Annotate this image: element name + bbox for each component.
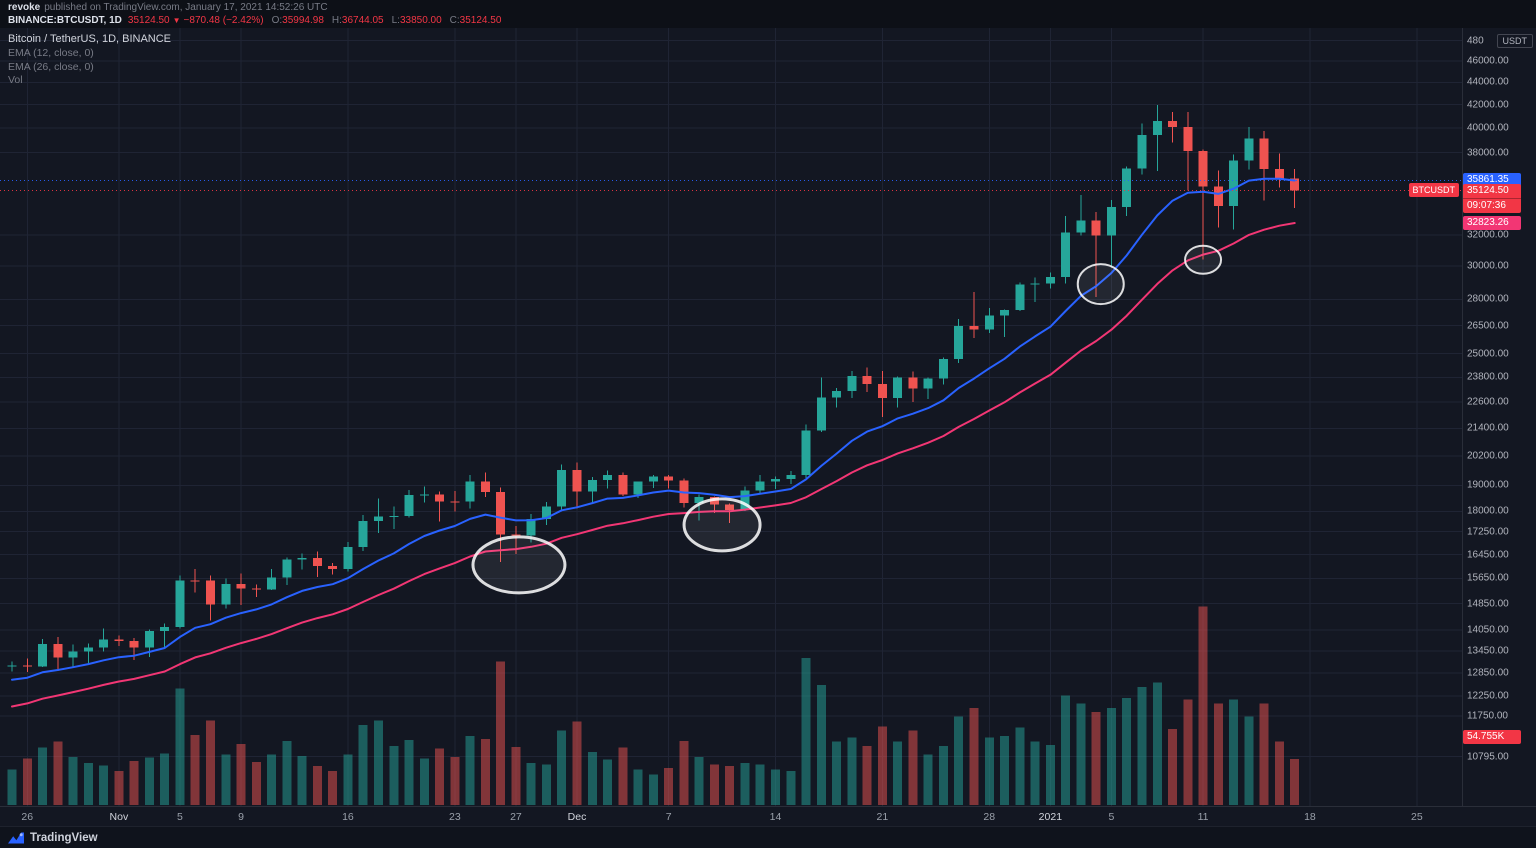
price-axis-border (1462, 28, 1463, 806)
annotation-ellipse (471, 535, 567, 595)
price-tick-label: 17250.00 (1467, 526, 1509, 538)
time-axis-label: 26 (21, 811, 34, 823)
bar-countdown: 09:07:36 (1463, 197, 1521, 213)
price-tick-label: 28000.00 (1467, 293, 1509, 305)
open-value: 35994.98 (282, 14, 324, 26)
price-tick-label: 42000.00 (1467, 99, 1509, 111)
price-tick-label: 40000.00 (1467, 122, 1509, 134)
price-tick-label: 22600.00 (1467, 396, 1509, 408)
annotation-ellipse (1184, 244, 1223, 275)
header-last-price: 35124.50 (127, 14, 170, 26)
symbol-summary: BINANCE:BTCUSDT, 1D 35124.50 ▼ −870.48 (… (8, 15, 1528, 27)
price-tick-label: 11750.00 (1467, 710, 1508, 722)
price-tick-label: 12250.00 (1467, 690, 1509, 702)
time-axis-label: 2021 (1038, 811, 1063, 823)
open-label: O: (271, 14, 283, 26)
time-axis-label: 11 (1197, 811, 1209, 823)
time-axis-label: Dec (567, 811, 587, 823)
price-tick-label: 15650.00 (1467, 572, 1509, 584)
low-value: 33850.00 (399, 14, 442, 26)
annotation-ellipse (1076, 263, 1125, 306)
author-name: revoke (8, 1, 41, 13)
price-tick-label: 19000.00 (1467, 479, 1509, 491)
price-tick-label: 18000.00 (1467, 505, 1509, 517)
publish-header: revoke published on TradingView.com, Janu… (0, 0, 1536, 28)
price-tick-label: 14050.00 (1467, 624, 1509, 636)
publish-meta: published on TradingView.com, January 17… (44, 1, 328, 13)
symbol-name: BINANCE:BTCUSDT, 1D (8, 14, 122, 26)
annotations-layer (471, 244, 1223, 595)
ohlc-close: C:35124.50 (450, 15, 502, 27)
price-tick-label: 23800.00 (1467, 371, 1509, 383)
ohlc-open: O:35994.98 (272, 15, 324, 27)
time-axis-label: 5 (1108, 811, 1115, 823)
time-axis-label: 21 (876, 811, 889, 823)
time-axis-label: 14 (769, 811, 782, 823)
ema12-line (11, 177, 1296, 681)
price-tick-label: 20200.00 (1467, 450, 1509, 462)
time-axis-label: 16 (342, 811, 354, 823)
time-axis-label: 9 (238, 811, 244, 823)
price-tick-label: 25000.00 (1467, 348, 1509, 360)
close-value: 35124.50 (459, 14, 502, 26)
ohlc-low: L:33850.00 (392, 15, 442, 27)
volume-layer (7, 606, 1300, 805)
ohlc-high: H:36744.05 (332, 15, 384, 27)
currency-unit-badge[interactable]: USDT (1496, 33, 1533, 48)
time-axis[interactable]: 26 Nov 5 9 16 23 27 Dec 7 14 21 28 2021 5 11 18 25 (0, 806, 1536, 827)
ema26-line (11, 222, 1296, 708)
close-label: C: (449, 14, 460, 26)
grid-layer (0, 28, 1462, 806)
price-tick-label: 480 (1467, 35, 1484, 47)
tradingview-brand[interactable]: TradingView (30, 831, 98, 844)
price-tick-label: 16450.00 (1467, 549, 1509, 561)
price-tick-label: 30000.00 (1467, 260, 1509, 272)
price-scale[interactable]: 480 46000.00 44000.00 42000.00 40000.00 38000… (1462, 0, 1536, 848)
ema26-value-label: 32823.26 (1463, 215, 1521, 230)
time-axis-label: Nov (109, 811, 129, 823)
price-tick-label: 10795.00 (1467, 751, 1509, 763)
header-price-change: −870.48 (−2.42%) (183, 14, 264, 26)
time-axis-label: 28 (983, 811, 996, 823)
down-arrow-icon: ▼ (172, 15, 181, 25)
price-tick-label: 14850.00 (1467, 598, 1509, 610)
price-tick-label: 13450.00 (1467, 645, 1509, 657)
time-axis-label: 25 (1410, 811, 1423, 823)
time-axis-label: 27 (510, 811, 522, 823)
price-tick-label: 38000.00 (1467, 147, 1509, 159)
annotation-ellipse (682, 497, 762, 553)
volume-value-label: 54.755K (1463, 729, 1521, 744)
time-axis-label: 23 (448, 811, 461, 823)
price-tick-label: 12850.00 (1467, 667, 1509, 679)
time-axis-label: 7 (665, 811, 672, 823)
price-tick-label: 46000.00 (1467, 55, 1509, 67)
tradingview-logo-icon[interactable] (8, 832, 24, 844)
time-axis-label: 5 (177, 811, 183, 823)
price-lines-layer (0, 179, 1462, 191)
time-axis-label: 18 (1304, 811, 1316, 823)
price-tick-label: 21400.00 (1467, 422, 1509, 434)
price-tick-label: 26500.00 (1467, 320, 1509, 332)
last-price-value: 35124.50 (1463, 183, 1521, 198)
high-label: H: (331, 14, 342, 26)
price-tick-label: 44000.00 (1467, 76, 1509, 88)
symbol-price-tag: BTCUSDT (1408, 183, 1459, 198)
price-tick-label: 32000.00 (1467, 229, 1509, 241)
candles-layer (7, 105, 1300, 672)
footer-bar: TradingView (0, 826, 1536, 848)
high-value: 36744.05 (341, 14, 384, 26)
low-label: L: (391, 14, 400, 26)
publish-info: revoke published on TradingView.com, Janu… (8, 2, 1528, 14)
last-price-label: 35124.50 09:07:36 (1463, 183, 1521, 213)
